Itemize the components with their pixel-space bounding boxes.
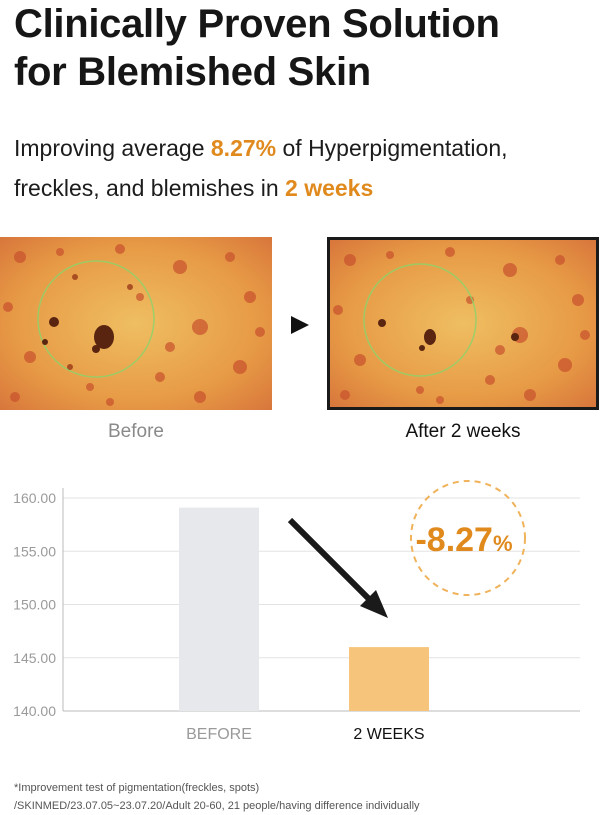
- y-tick-label: 160.00: [13, 490, 56, 506]
- pigmentation-bar-chart: 140.00 145.00 150.00 155.00 160.00 BEFORE 2 W…: [13, 480, 580, 743]
- bar-2-weeks: [349, 647, 429, 711]
- annotation-text: -8.27%: [415, 521, 512, 559]
- chart-x-labels: BEFORE 2 WEEKS: [186, 726, 424, 743]
- after-skin-image: [330, 240, 596, 407]
- chart-bars: [179, 507, 429, 711]
- subtitle-text-3: freckles, and blemishes in: [14, 175, 286, 201]
- before-skin-photo: [0, 237, 272, 410]
- x-label-before: BEFORE: [186, 726, 252, 743]
- title-line-1: Clinically Proven Solution: [14, 2, 500, 46]
- title-line-2: for Blemished Skin: [14, 50, 371, 94]
- y-tick-label: 150.00: [13, 597, 56, 613]
- decrease-arrow-icon: [287, 517, 388, 618]
- subtitle-text-2: of Hyperpigmentation,: [276, 135, 508, 161]
- play-arrow-icon: [291, 316, 309, 334]
- subtitle-text-1: Improving average: [14, 135, 211, 161]
- annotation-value: -8.27: [415, 521, 493, 559]
- annotation-dashed-circle: [410, 480, 526, 596]
- subtitle-highlight-weeks: 2 weeks: [285, 175, 374, 201]
- after-skin-photo: [327, 237, 599, 410]
- annotation-unit: %: [493, 531, 513, 556]
- subtitle-highlight-percent: 8.27%: [210, 135, 277, 161]
- footnote-line-2: /SKINMED/23.07.05~23.07.20/Adult 20-60, …: [14, 800, 420, 812]
- bar-before: [179, 507, 259, 711]
- footnote-line-1: *Improvement test of pigmentation(freckl…: [14, 782, 260, 794]
- chart-y-ticks: 140.00 145.00 150.00 155.00 160.00: [13, 490, 56, 719]
- after-caption: After 2 weeks: [405, 421, 521, 442]
- y-tick-label: 145.00: [13, 650, 56, 666]
- before-caption: Before: [108, 421, 164, 442]
- y-tick-label: 140.00: [13, 703, 56, 719]
- page-title: Clinically Proven Solution for Blemished…: [14, 0, 500, 96]
- y-tick-label: 155.00: [13, 543, 56, 559]
- subtitle: Improving average 8.27% of Hyperpigmenta…: [14, 128, 508, 208]
- x-label-2-weeks: 2 WEEKS: [353, 726, 424, 743]
- before-skin-image: [0, 237, 272, 410]
- chart-gridlines: [63, 497, 580, 712]
